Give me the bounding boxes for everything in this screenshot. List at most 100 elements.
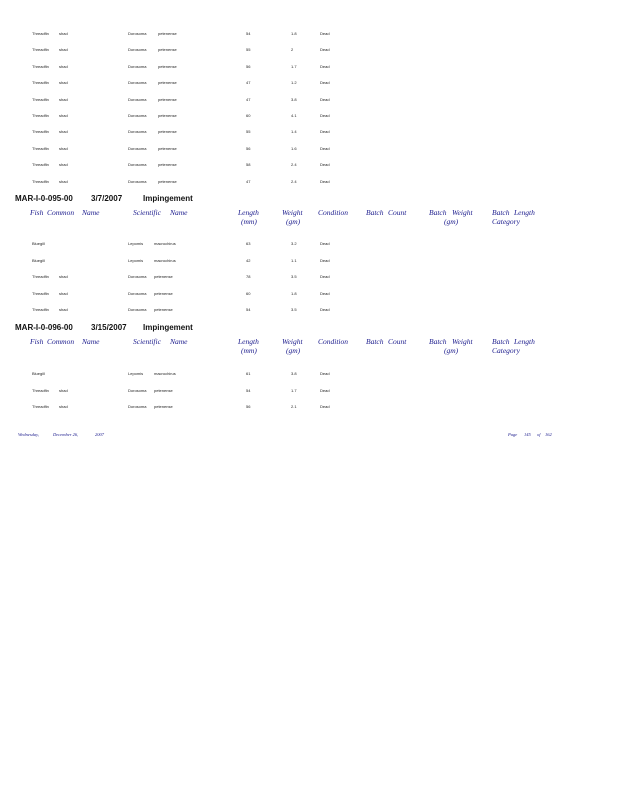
length-cell: 54 bbox=[246, 387, 251, 393]
column-header-batch-length-2: Length bbox=[514, 208, 535, 217]
column-header-name: Name bbox=[82, 208, 100, 217]
genus-cell: Dorosoma bbox=[128, 31, 147, 36]
species-cell: petenense bbox=[154, 274, 173, 280]
length-cell: 47 bbox=[246, 96, 251, 102]
condition-cell: Dead bbox=[320, 31, 330, 36]
column-header-length-unit: (mm) bbox=[241, 217, 257, 226]
common-name-cell: Threadfin bbox=[32, 96, 49, 102]
column-header-condition: Condition bbox=[318, 208, 349, 217]
length-cell: 55 bbox=[246, 129, 251, 135]
length-cell: 54 bbox=[246, 307, 251, 313]
common-name-cell: Bluegill bbox=[32, 257, 45, 263]
common-name-cell: Bluegill bbox=[32, 241, 45, 246]
condition-cell: Dead bbox=[320, 129, 330, 135]
common-name-cell: Threadfin bbox=[32, 387, 49, 393]
length-cell: 54 bbox=[246, 31, 251, 36]
column-header-common: Common bbox=[47, 337, 75, 346]
condition-cell: Dead bbox=[320, 113, 330, 118]
sample-id: MAR-I-0-095-00 bbox=[15, 194, 73, 203]
condition-cell: Dead bbox=[320, 63, 330, 69]
genus-cell: Dorosoma bbox=[128, 96, 147, 102]
common-name-2-cell: shad bbox=[59, 96, 68, 102]
column-header-length: Length bbox=[238, 337, 259, 346]
column-header-length: Length bbox=[238, 208, 259, 217]
length-cell: 42 bbox=[246, 257, 251, 263]
column-header-weight: Weight bbox=[282, 337, 303, 346]
weight-cell: 3.5 bbox=[291, 307, 297, 313]
common-name-2-cell: shad bbox=[59, 129, 68, 135]
common-name-2-cell: shad bbox=[59, 274, 68, 280]
common-name-cell: Threadfin bbox=[32, 290, 49, 296]
common-name-2-cell: shad bbox=[59, 80, 68, 86]
condition-cell: Dead bbox=[320, 178, 330, 184]
condition-cell: Dead bbox=[320, 371, 330, 376]
species-cell: petenense bbox=[154, 307, 173, 313]
common-name-cell: Threadfin bbox=[32, 113, 49, 118]
length-cell: 56 bbox=[246, 404, 251, 410]
species-cell: macrochirus bbox=[154, 241, 176, 246]
species-cell: petenense bbox=[158, 63, 177, 69]
length-cell: 60 bbox=[246, 113, 251, 118]
column-header-length-unit: (mm) bbox=[241, 346, 257, 355]
genus-cell: Dorosoma bbox=[128, 63, 147, 69]
weight-cell: 3.8 bbox=[291, 96, 297, 102]
genus-cell: Dorosoma bbox=[128, 178, 147, 184]
species-cell: petenense bbox=[158, 31, 177, 36]
common-name-2-cell: shad bbox=[59, 113, 68, 118]
column-header-condition: Condition bbox=[318, 337, 349, 346]
column-header-scientific: Scientific bbox=[133, 337, 161, 346]
common-name-cell: Threadfin bbox=[32, 274, 49, 280]
weight-cell: 2.4 bbox=[291, 178, 297, 184]
genus-cell: Dorosoma bbox=[128, 387, 147, 393]
column-header-batch-length-2: Length bbox=[514, 337, 535, 346]
length-cell: 78 bbox=[246, 274, 251, 280]
column-header-batch-count-1: Batch bbox=[366, 337, 384, 346]
condition-cell: Dead bbox=[320, 80, 330, 86]
column-header-fish: Fish bbox=[30, 337, 44, 346]
common-name-cell: Threadfin bbox=[32, 129, 49, 135]
column-header-batch-length-1: Batch bbox=[492, 208, 510, 217]
common-name-2-cell: shad bbox=[59, 162, 68, 168]
condition-cell: Dead bbox=[320, 47, 330, 53]
page-total: 162 bbox=[545, 432, 552, 437]
footer-of-label: of bbox=[537, 432, 541, 437]
length-cell: 58 bbox=[246, 162, 251, 168]
common-name-cell: Threadfin bbox=[32, 31, 49, 36]
column-header-batch-weight-unit: (gm) bbox=[444, 217, 459, 226]
common-name-2-cell: shad bbox=[59, 404, 68, 410]
genus-cell: Dorosoma bbox=[128, 129, 147, 135]
column-header-batch-weight-unit: (gm) bbox=[444, 346, 459, 355]
column-header-batch-count-2: Count bbox=[388, 208, 407, 217]
condition-cell: Dead bbox=[320, 274, 330, 280]
length-cell: 55 bbox=[246, 47, 251, 53]
common-name-cell: Threadfin bbox=[32, 47, 49, 53]
weight-cell: 1.7 bbox=[291, 387, 297, 393]
column-header-batch-count-2: Count bbox=[388, 337, 407, 346]
footer-weekday: Wednesday, bbox=[18, 432, 39, 437]
weight-cell: 1.7 bbox=[291, 63, 297, 69]
column-header-weight: Weight bbox=[282, 208, 303, 217]
species-cell: macrochirus bbox=[154, 371, 176, 376]
condition-cell: Dead bbox=[320, 290, 330, 296]
common-name-cell: Threadfin bbox=[32, 162, 49, 168]
genus-cell: Dorosoma bbox=[128, 80, 147, 86]
weight-cell: 2 bbox=[291, 47, 294, 53]
column-header-batch-weight-2: Weight bbox=[452, 208, 473, 217]
genus-cell: Dorosoma bbox=[128, 404, 147, 410]
column-header-sci-name: Name bbox=[170, 208, 188, 217]
species-cell: petenense bbox=[154, 404, 173, 410]
length-cell: 56 bbox=[246, 145, 251, 151]
condition-cell: Dead bbox=[320, 96, 330, 102]
column-header-fish: Fish bbox=[30, 208, 44, 217]
common-name-2-cell: shad bbox=[59, 387, 68, 393]
column-header-scientific: Scientific bbox=[133, 208, 161, 217]
genus-cell: Lepomis bbox=[128, 371, 144, 376]
common-name-cell: Threadfin bbox=[32, 145, 49, 151]
species-cell: petenense bbox=[158, 96, 177, 102]
common-name-2-cell: shad bbox=[59, 63, 68, 69]
column-header-batch-weight-1: Batch bbox=[429, 337, 447, 346]
common-name-2-cell: shad bbox=[59, 145, 68, 151]
footer-page-label: Page bbox=[508, 432, 518, 437]
common-name-2-cell: shad bbox=[59, 31, 68, 36]
